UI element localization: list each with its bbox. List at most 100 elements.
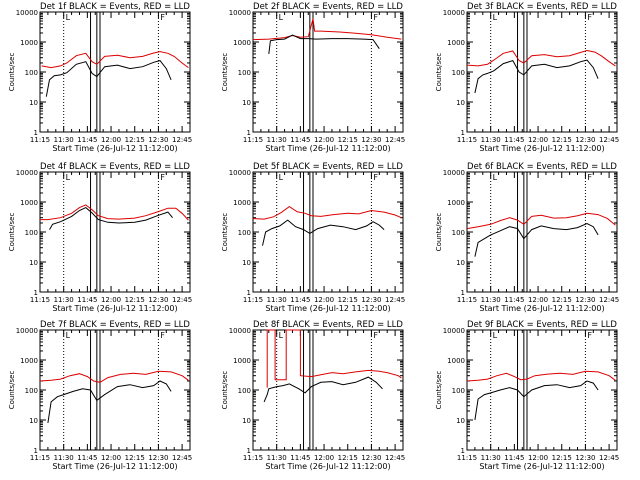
lld-series-line (466, 49, 616, 67)
x-tick-label: 11:45 (290, 454, 310, 462)
x-tick-label: 12:45 (172, 136, 192, 144)
chart-title: Det 9f BLACK = Events, RED = LLD (467, 320, 617, 330)
y-tick-label: 10 (456, 417, 465, 425)
y-axis-label: Counts/sec (8, 371, 16, 410)
x-tick-label: 12:15 (125, 296, 145, 304)
x-tick-label: 12:15 (338, 296, 358, 304)
chart-panel: Det 7f BLACK = Events, RED = LLD 1 10 100 10… (8, 320, 192, 471)
plot-frame (466, 171, 618, 293)
x-tick-label: 12:00 (101, 296, 121, 304)
chart-title: Det 4f BLACK = Events, RED = LLD (40, 162, 190, 172)
corner-mark: F (587, 331, 592, 340)
y-tick-label: 10000 (443, 327, 465, 335)
corner-mark: L (279, 173, 284, 182)
lld-series-line (252, 205, 402, 220)
x-tick-label: 11:30 (481, 296, 501, 304)
x-tick-label: 12:45 (599, 454, 619, 462)
x-axis-label: Start Time (26-Jul-12 11:12:00) (479, 144, 604, 153)
lld-series-line (466, 212, 616, 230)
y-tick-label: 100 (25, 387, 38, 395)
lld-series-line (466, 370, 616, 382)
corner-mark: F (373, 173, 378, 182)
x-tick-label: 11:45 (77, 136, 97, 144)
events-series-line (45, 60, 172, 97)
chart-panel: Det 5f BLACK = Events, RED = LLD 1 10 100 10… (221, 162, 405, 313)
corner-mark: F (587, 173, 592, 182)
corner-mark: L (66, 331, 71, 340)
x-tick-label: 11:30 (54, 136, 74, 144)
y-tick-label: 1 (34, 129, 38, 137)
x-tick-label: 12:30 (148, 296, 168, 304)
y-tick-label: 10000 (443, 9, 465, 17)
corner-mark: L (493, 173, 498, 182)
x-tick-label: 12:00 (314, 296, 334, 304)
plot-frame (39, 171, 191, 293)
y-tick-label: 1 (247, 447, 251, 455)
y-tick-label: 100 (452, 229, 465, 237)
events-series-line (47, 380, 172, 423)
x-tick-label: 12:45 (599, 136, 619, 144)
x-tick-label: 12:30 (148, 136, 168, 144)
chart-title: Det 1f BLACK = Events, RED = LLD (40, 2, 190, 12)
x-axis-label: Start Time (26-Jul-12 11:12:00) (52, 144, 177, 153)
y-tick-label: 100 (238, 387, 251, 395)
y-tick-label: 10000 (229, 169, 251, 177)
y-tick-label: 1 (34, 447, 38, 455)
corner-mark: F (160, 331, 165, 340)
x-tick-label: 11:15 (30, 296, 50, 304)
x-tick-label: 11:30 (267, 296, 287, 304)
x-axis-label: Start Time (26-Jul-12 11:12:00) (479, 304, 604, 313)
corner-mark: F (373, 331, 378, 340)
y-tick-label: 1000 (20, 199, 38, 207)
events-series-line (263, 376, 383, 403)
y-axis-label: Counts/sec (8, 213, 16, 252)
x-tick-label: 11:15 (30, 454, 50, 462)
events-series-line (474, 223, 599, 257)
y-axis-label: Counts/sec (221, 371, 229, 410)
y-tick-label: 100 (238, 229, 251, 237)
y-tick-label: 10 (29, 99, 38, 107)
x-tick-label: 12:45 (385, 136, 405, 144)
x-axis-label: Start Time (26-Jul-12 11:12:00) (52, 304, 177, 313)
events-series-line (262, 219, 385, 246)
x-tick-label: 12:15 (125, 454, 145, 462)
x-tick-label: 12:30 (575, 136, 595, 144)
y-tick-label: 100 (452, 387, 465, 395)
x-tick-label: 11:45 (504, 454, 524, 462)
chart-panel: Det 9f BLACK = Events, RED = LLD 1 10 100 10… (435, 320, 619, 471)
y-tick-label: 1 (34, 289, 38, 297)
plot-frame (252, 11, 404, 133)
y-tick-label: 100 (238, 69, 251, 77)
x-tick-label: 11:45 (504, 296, 524, 304)
y-axis-label: Counts/sec (221, 53, 229, 92)
x-tick-label: 12:00 (101, 136, 121, 144)
corner-mark: L (493, 13, 498, 22)
lld-series-line (252, 18, 402, 41)
x-tick-label: 11:45 (290, 296, 310, 304)
y-tick-label: 10 (29, 259, 38, 267)
y-tick-label: 1000 (233, 357, 251, 365)
events-series-line (474, 380, 599, 421)
x-tick-label: 11:45 (77, 296, 97, 304)
y-tick-label: 100 (25, 69, 38, 77)
x-tick-label: 12:30 (148, 454, 168, 462)
y-tick-label: 1000 (447, 357, 465, 365)
y-axis-label: Counts/sec (435, 371, 443, 410)
y-tick-label: 1000 (233, 39, 251, 47)
lld-series-line (41, 51, 189, 69)
x-tick-label: 11:30 (481, 454, 501, 462)
x-tick-label: 11:30 (54, 454, 74, 462)
lld-series-line (266, 329, 402, 388)
chart-title: Det 3f BLACK = Events, RED = LLD (467, 2, 617, 12)
lld-series-line (40, 204, 189, 221)
y-tick-label: 10000 (16, 9, 38, 17)
chart-title: Det 8f BLACK = Events, RED = LLD (253, 320, 403, 330)
y-tick-label: 1 (461, 447, 465, 455)
x-tick-label: 12:15 (125, 136, 145, 144)
chart-title: Det 5f BLACK = Events, RED = LLD (253, 162, 403, 172)
chart-title: Det 2f BLACK = Events, RED = LLD (253, 2, 403, 12)
y-axis-label: Counts/sec (8, 53, 16, 92)
x-axis-label: Start Time (26-Jul-12 11:12:00) (52, 462, 177, 471)
x-tick-label: 12:15 (338, 454, 358, 462)
